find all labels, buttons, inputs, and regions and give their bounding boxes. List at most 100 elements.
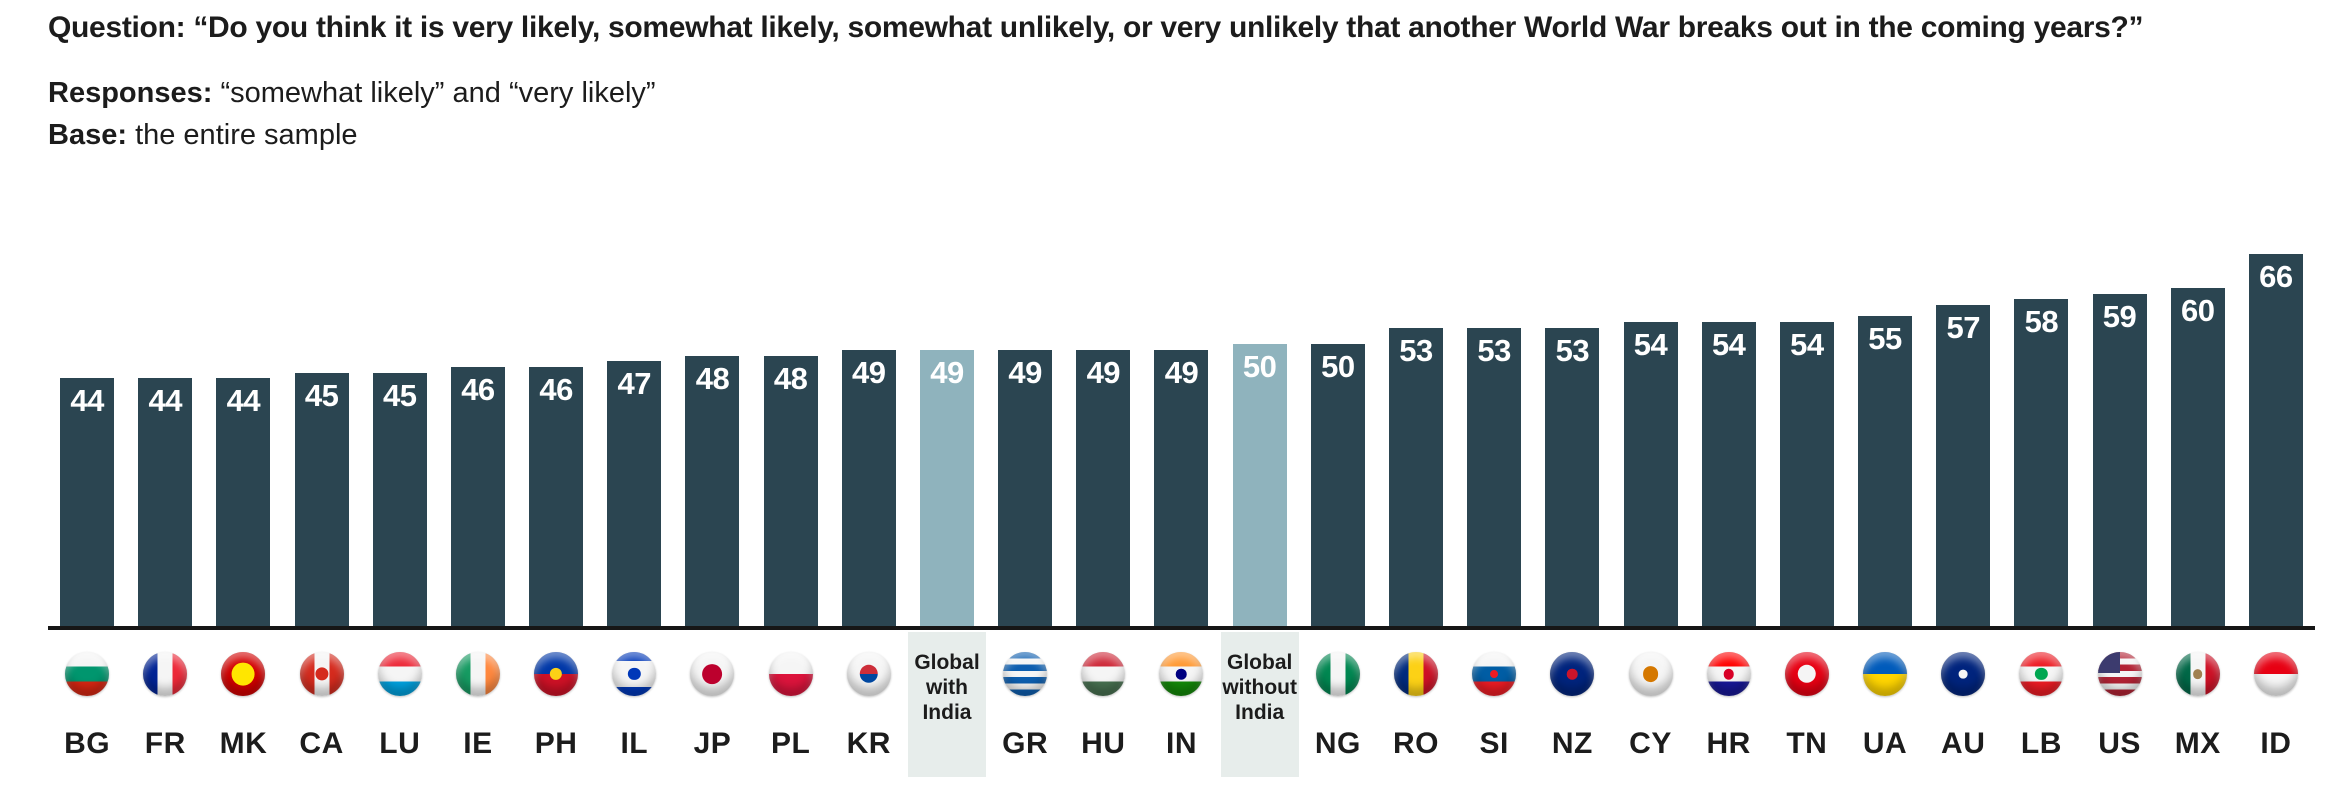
question-label: Question: — [48, 11, 186, 44]
bar-value-label: 44 — [148, 383, 183, 418]
chart-column-hu: 49 HU — [1064, 254, 1142, 789]
bar-area: 59 — [2080, 254, 2158, 626]
flag-ph-icon — [534, 652, 579, 696]
bar-ca: 45 — [294, 373, 349, 626]
bar-value-label: 46 — [461, 372, 495, 407]
bar-area: 48 — [752, 254, 830, 626]
bar-area: 54 — [1768, 254, 1846, 626]
country-label-ua: UA — [1862, 727, 1908, 760]
chart-column-global-with-india: 49 Global with India — [907, 254, 987, 789]
bar-ph: 46 — [529, 367, 584, 626]
bar-value-label: 45 — [383, 378, 417, 413]
flag-hr-icon — [1706, 652, 1751, 696]
bar-area: 50 — [1221, 254, 1299, 626]
country-label-lb: LB — [2020, 727, 2062, 760]
chart-column-bg: 44 BG — [48, 254, 126, 789]
bar-il: 47 — [607, 361, 662, 626]
column-footer: UA — [1846, 632, 1924, 789]
flag-si-icon — [1472, 652, 1517, 696]
flag-pl-icon — [768, 652, 813, 696]
bar-global-with-india: 49 — [919, 350, 974, 626]
bar-value-label: 59 — [2102, 299, 2137, 334]
country-label-us: US — [2098, 727, 2141, 760]
column-footer: MX — [2159, 632, 2237, 789]
bar-hu: 49 — [1076, 350, 1131, 626]
bar-area: 49 — [986, 254, 1064, 626]
column-footer: PL — [752, 632, 830, 789]
flag-in-icon — [1159, 652, 1204, 696]
chart-column-gr: 49 GR — [986, 254, 1064, 789]
chart-column-mx: 60 MX — [2159, 254, 2237, 789]
bar-value-label: 49 — [930, 355, 964, 390]
chart-columns: 44 BG 44 FR 44 MK — [48, 254, 2315, 789]
bar-value-label: 49 — [852, 355, 886, 390]
bar-value-label: 48 — [695, 361, 730, 396]
column-footer: TN — [1768, 632, 1846, 789]
country-label-lu: LU — [379, 727, 421, 760]
bar-value-label: 54 — [1633, 327, 1668, 362]
chart-column-us: 59 US — [2080, 254, 2158, 789]
flag-jp-icon — [690, 652, 735, 696]
flag-emblem — [1958, 669, 1968, 679]
bar-area: 45 — [361, 254, 439, 626]
column-footer: NG — [1299, 632, 1377, 789]
flag-il-icon — [612, 652, 657, 696]
bar-value-label: 57 — [1946, 310, 1980, 345]
bar-si: 53 — [1467, 328, 1522, 626]
flag-emblem — [1723, 668, 1734, 680]
country-label-il: IL — [620, 727, 649, 760]
base-line: Base: the entire sample — [48, 118, 2143, 152]
chart-column-hr: 54 HR — [1690, 254, 1768, 789]
bar-area: 49 — [1064, 254, 1142, 626]
bar-tn: 54 — [1779, 322, 1834, 626]
country-label-hu: HU — [1081, 727, 1126, 760]
bar-global-without-india: 50 — [1232, 344, 1287, 626]
chart-column-ro: 53 RO — [1377, 254, 1455, 789]
bar-area: 44 — [204, 254, 282, 626]
chart-column-pl: 48 PL — [752, 254, 830, 789]
column-footer: LU — [361, 632, 439, 789]
bar-lu: 45 — [372, 373, 427, 626]
column-footer: CY — [1611, 632, 1689, 789]
flag-fr-icon — [143, 652, 188, 696]
bar-area: 57 — [1924, 254, 2002, 626]
column-footer: RO — [1377, 632, 1455, 789]
column-footer: HU — [1064, 632, 1142, 789]
flag-gr-icon — [1003, 652, 1048, 696]
bar-value-label: 47 — [617, 366, 652, 401]
chart-column-ca: 45 CA — [283, 254, 361, 789]
chart-column-lb: 58 LB — [2002, 254, 2080, 789]
chart-column-mk: 44 MK — [204, 254, 282, 789]
column-footer: CA — [283, 632, 361, 789]
flag-mk-icon — [221, 652, 266, 696]
chart-column-ng: 50 NG — [1299, 254, 1377, 789]
column-footer: LB — [2002, 632, 2080, 789]
flag-emblem — [1176, 668, 1187, 680]
country-label-in: IN — [1165, 727, 1197, 760]
bar-ie: 46 — [450, 367, 505, 626]
flag-ua-icon — [1863, 652, 1908, 696]
question-text: “Do you think it is very likely, somewha… — [193, 11, 2144, 44]
chart-column-kr: 49 KR — [830, 254, 908, 789]
chart-column-id: 66 ID — [2237, 254, 2315, 789]
country-label-fr: FR — [144, 727, 186, 760]
country-label-au: AU — [1941, 727, 1986, 760]
flag-canton — [2097, 652, 2121, 673]
country-label-si: SI — [1479, 727, 1509, 760]
column-footer: AU — [1924, 632, 2002, 789]
responses-label: Responses: — [48, 77, 213, 109]
bar-au: 57 — [1936, 305, 1991, 626]
column-footer: FR — [126, 632, 204, 789]
bar-area: 49 — [908, 254, 986, 626]
flag-mx-icon — [2175, 652, 2220, 696]
bar-ro: 53 — [1389, 328, 1443, 626]
bar-hr: 54 — [1701, 322, 1756, 626]
bar-value-label: 50 — [1321, 349, 1355, 384]
bar-area: 53 — [1455, 254, 1533, 626]
bar-value-label: 53 — [1477, 333, 1511, 368]
column-footer: MK — [204, 632, 282, 789]
column-footer: IN — [1142, 632, 1220, 789]
bar-area: 60 — [2159, 254, 2237, 626]
flag-lb-icon — [2019, 652, 2064, 696]
bar-lb: 58 — [2014, 299, 2069, 626]
